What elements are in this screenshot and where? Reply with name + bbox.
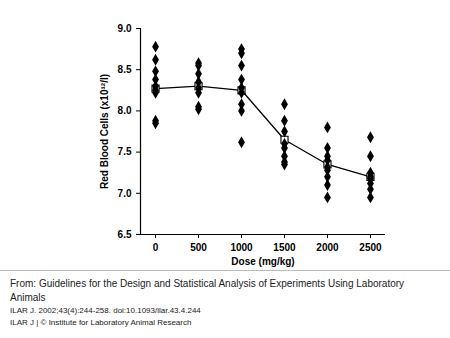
svg-text:9.0: 9.0 xyxy=(118,23,132,34)
svg-text:7.5: 7.5 xyxy=(118,146,132,157)
svg-text:8.5: 8.5 xyxy=(118,64,132,75)
svg-text:6.5: 6.5 xyxy=(118,229,132,240)
svg-text:1000: 1000 xyxy=(230,242,253,253)
html-text:ILAR J | © Institute for Labor: ILAR J | © Institute for Laboratory Anim… xyxy=(10,318,192,327)
svg-text:Dose (mg/kg): Dose (mg/kg) xyxy=(231,256,294,267)
html-text:From: Guidelines for the Desig: From: Guidelines for the Design and Stat… xyxy=(10,278,405,303)
svg-text:0: 0 xyxy=(153,242,159,253)
svg-text:1500: 1500 xyxy=(273,242,296,253)
svg-text:2000: 2000 xyxy=(316,242,339,253)
svg-text:8.0: 8.0 xyxy=(118,105,132,116)
svg-text:7.0: 7.0 xyxy=(118,188,132,199)
html-text:ILAR J. 2002;43(4):244-258. do: ILAR J. 2002;43(4):244-258. doi:10.1093/… xyxy=(10,306,201,315)
svg-text:2500: 2500 xyxy=(359,242,382,253)
svg-text:500: 500 xyxy=(190,242,207,253)
svg-text:Red Blood Cells (x10¹²/l): Red Blood Cells (x10¹²/l) xyxy=(99,74,110,189)
